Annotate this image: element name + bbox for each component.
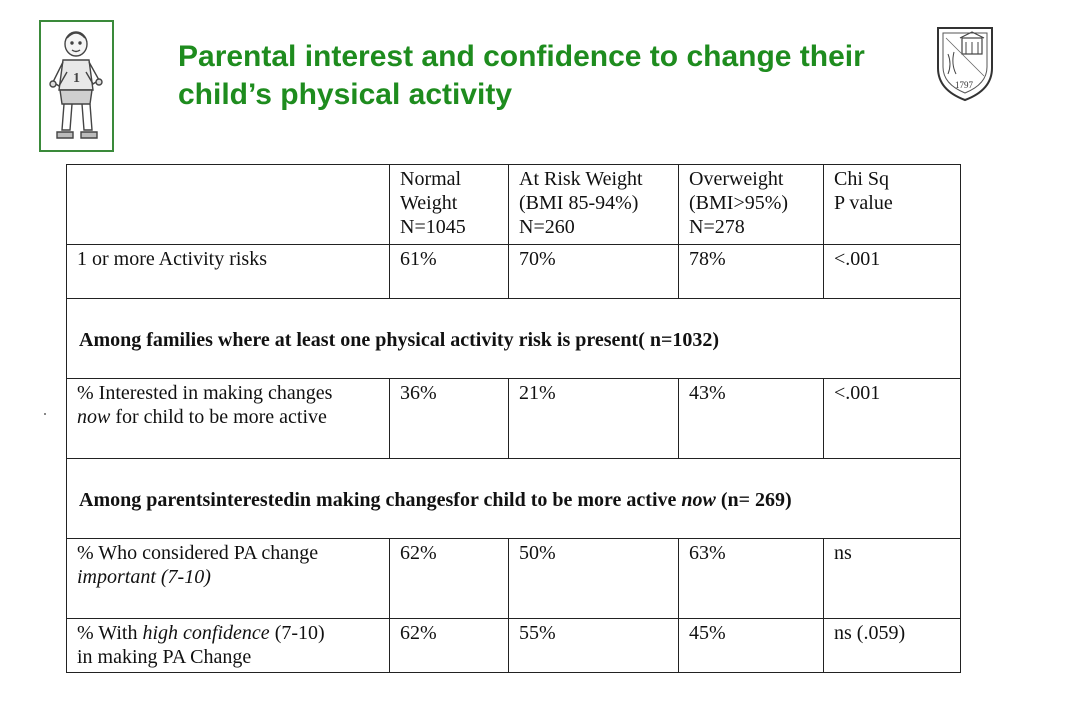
cell-p-value: ns (.059) bbox=[823, 618, 961, 673]
cell-normal: 62% bbox=[389, 538, 509, 619]
section-header: Among parentsinterestedin making changes… bbox=[66, 458, 961, 539]
cell-p-value: ns bbox=[823, 538, 961, 619]
cell-at-risk: 21% bbox=[508, 378, 679, 459]
data-table: Normal Weight N=1045 At Risk Weight (BMI 85… bbox=[66, 164, 961, 673]
cell-at-risk: 50% bbox=[508, 538, 679, 619]
stray-dot bbox=[44, 413, 46, 415]
cell-normal: 62% bbox=[389, 618, 509, 673]
header-chi-sq: Chi Sq P value bbox=[823, 164, 961, 245]
cell-p-value: <.001 bbox=[823, 244, 961, 299]
svg-text:1: 1 bbox=[73, 71, 80, 86]
row-label: 1 or more Activity risks bbox=[66, 244, 390, 299]
header-empty-cell bbox=[66, 164, 390, 245]
cell-at-risk: 70% bbox=[508, 244, 679, 299]
cell-normal: 36% bbox=[389, 378, 509, 459]
cell-overweight: 45% bbox=[678, 618, 824, 673]
school-seal-logo: 1797 bbox=[934, 24, 996, 104]
cell-overweight: 63% bbox=[678, 538, 824, 619]
header-overweight: Overweight (BMI>95%) N=278 bbox=[678, 164, 824, 245]
row-label: % Interested in making changes now for c… bbox=[66, 378, 390, 459]
child-mascot-image: 1 bbox=[39, 20, 114, 152]
table-row: % With high confidence (7-10) in making … bbox=[66, 618, 961, 673]
section-header-row: Among parentsinterestedin making changes… bbox=[66, 458, 961, 539]
header-at-risk: At Risk Weight (BMI 85-94%) N=260 bbox=[508, 164, 679, 245]
page-title: Parental interest and confidence to chan… bbox=[178, 40, 865, 111]
section-header: Among families where at least one physic… bbox=[66, 298, 961, 379]
cell-normal: 61% bbox=[389, 244, 509, 299]
cell-at-risk: 55% bbox=[508, 618, 679, 673]
table-row: 1 or more Activity risks 61% 70% 78% <.0… bbox=[66, 244, 961, 299]
header-row: Normal Weight N=1045 At Risk Weight (BMI 85… bbox=[66, 164, 961, 245]
cell-p-value: <.001 bbox=[823, 378, 961, 459]
svg-text:1797: 1797 bbox=[955, 80, 974, 90]
cell-overweight: 78% bbox=[678, 244, 824, 299]
table-row: % Who considered PA change important (7-… bbox=[66, 538, 961, 619]
table-row: % Interested in making changes now for c… bbox=[66, 378, 961, 459]
section-header-row: Among families where at least one physic… bbox=[66, 298, 961, 379]
row-label: % Who considered PA change important (7-… bbox=[66, 538, 390, 619]
row-label: % With high confidence (7-10) in making … bbox=[66, 618, 390, 673]
cell-overweight: 43% bbox=[678, 378, 824, 459]
header-normal: Normal Weight N=1045 bbox=[389, 164, 509, 245]
school-seal-icon: 1797 bbox=[937, 27, 993, 102]
child-runner-icon: 1 bbox=[49, 31, 103, 139]
